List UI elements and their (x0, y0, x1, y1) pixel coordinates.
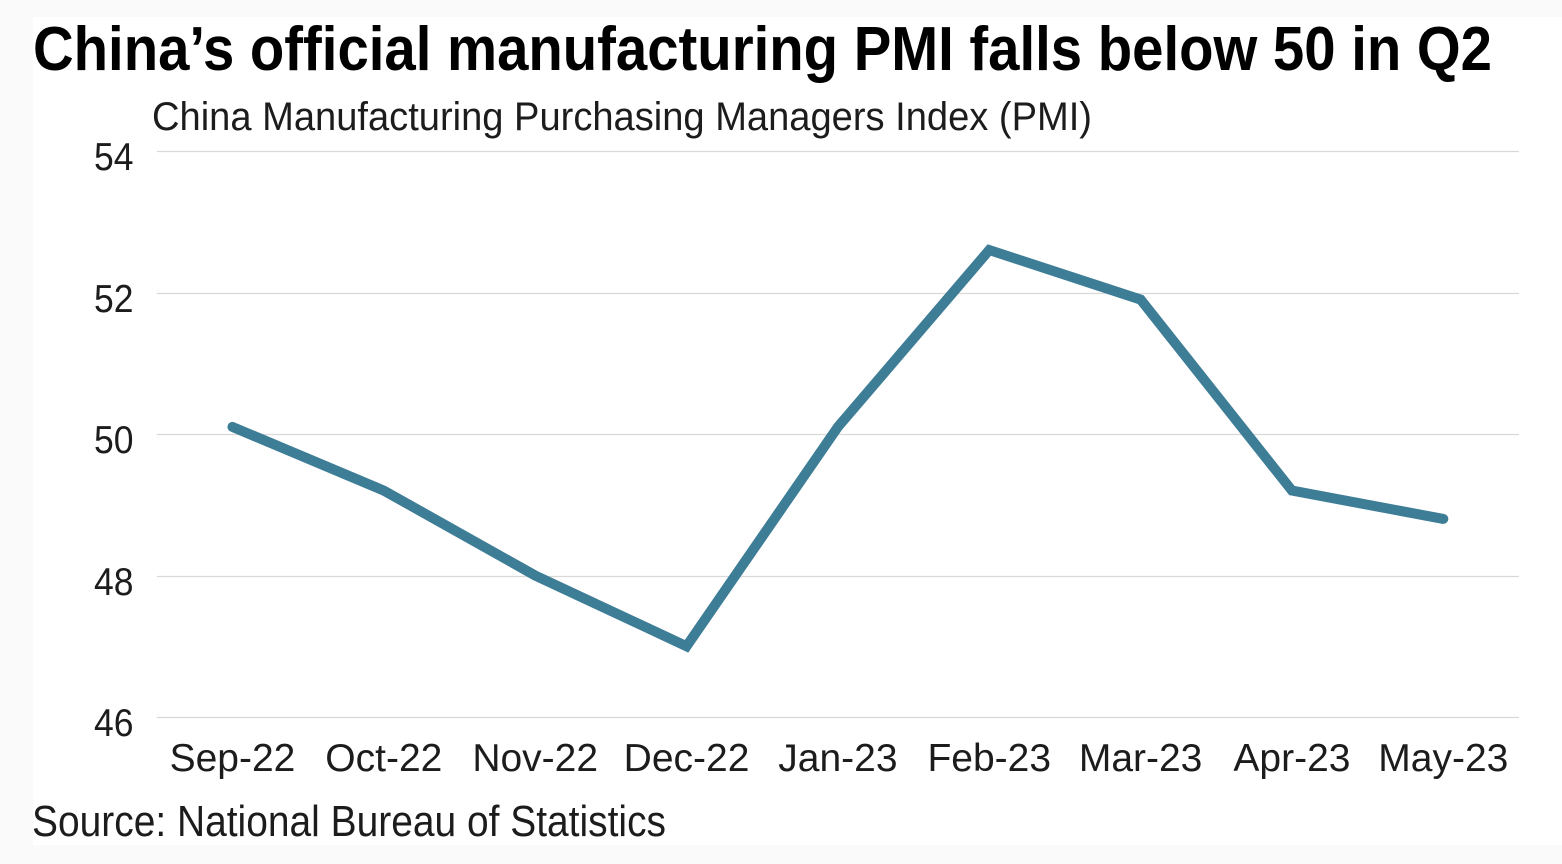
x-tick-label: Mar-23 (1078, 737, 1203, 780)
y-tick-label: 54 (93, 136, 133, 180)
x-tick-label: May-23 (1378, 737, 1509, 780)
x-tick-label: Feb-23 (927, 737, 1052, 780)
chart-panel (33, 17, 1562, 845)
x-tick-label: Apr-23 (1233, 737, 1351, 780)
x-tick-label: Sep-22 (169, 737, 296, 780)
y-tick-label: 52 (93, 277, 133, 321)
x-tick-label: Dec-22 (623, 737, 750, 780)
x-tick-label: Nov-22 (472, 737, 599, 780)
chart-title: China’s official manufacturing PMI falls… (33, 15, 1492, 84)
y-tick-label: 48 (93, 560, 133, 604)
pmi-series-line (227, 244, 1449, 653)
chart-subtitle: China Manufacturing Purchasing Managers … (152, 95, 1092, 139)
y-tick-label: 46 (93, 702, 133, 746)
x-tick-label: Jan-23 (778, 737, 898, 780)
source-note: Source: National Bureau of Statistics (32, 796, 666, 846)
x-tick-label: Oct-22 (325, 737, 443, 780)
y-tick-label: 50 (93, 419, 133, 463)
